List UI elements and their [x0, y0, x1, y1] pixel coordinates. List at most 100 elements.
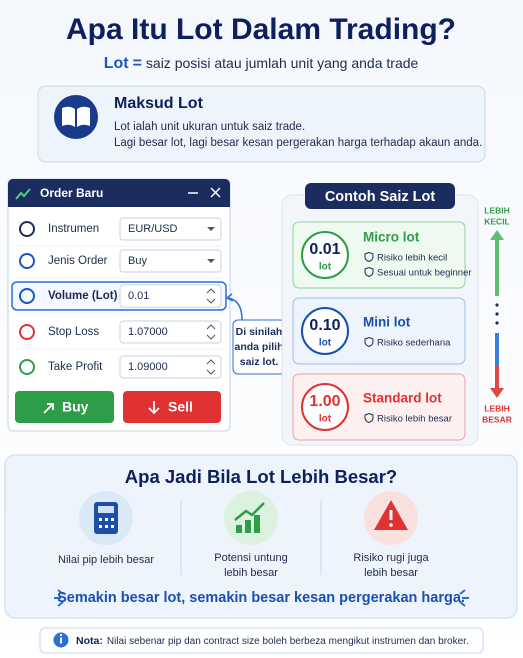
note-icon	[364, 251, 374, 263]
warning-dot	[389, 523, 393, 527]
row-icon	[19, 221, 35, 237]
term: Lot	[104, 55, 130, 72]
row-icon	[19, 253, 35, 269]
row-label: Jenis Order	[48, 255, 108, 267]
row-input[interactable]	[119, 320, 222, 344]
buy-button[interactable]	[15, 391, 114, 423]
calculator-keys	[99, 518, 114, 528]
callout-arrow	[227, 297, 243, 321]
lot-unit: lot	[319, 262, 332, 273]
book-icon	[54, 95, 98, 139]
scale-arrowhead	[490, 230, 504, 240]
close-button[interactable]	[210, 187, 221, 198]
subtitle-text: saiz posisi atau jumlah unit yang anda t…	[146, 55, 419, 71]
note-icon	[364, 336, 374, 348]
lot-value: 0.10	[309, 317, 340, 334]
lot-note: Sesuai untuk beginner	[377, 268, 472, 279]
equals: =	[133, 55, 142, 72]
dropdown-arrow	[207, 259, 215, 263]
effect-text: lebih besar	[224, 567, 278, 579]
definition-line: Lot ialah unit ukuran untuk saiz trade.	[114, 121, 305, 133]
book-shape	[62, 106, 90, 127]
row-icon	[19, 288, 35, 304]
dropdown-arrow	[207, 227, 215, 231]
scale-arrowhead	[490, 388, 504, 398]
order-title: Order Baru	[40, 186, 103, 200]
title: Apa Itu Lot Dalam Trading?	[66, 13, 456, 46]
lot-name: Mini lot	[363, 315, 411, 330]
chart-icon	[15, 188, 31, 200]
effect-text: Risiko rugi juga	[353, 552, 429, 564]
lot-value: 1.00	[309, 393, 340, 410]
row-value: 1.09000	[128, 361, 168, 373]
row-icon	[19, 359, 35, 375]
note-text: Nilai sebenar pip dan contract size bole…	[107, 636, 469, 647]
note-icon	[364, 412, 374, 424]
callout-arrowhead	[225, 293, 234, 302]
growth-arrow	[234, 502, 265, 521]
row-value: Buy	[128, 255, 147, 267]
lot-name: Micro lot	[363, 230, 420, 245]
examples-title: Contoh Saiz Lot	[325, 189, 436, 205]
row-input[interactable]	[119, 284, 222, 308]
calculator-screen	[98, 506, 114, 513]
note-label: Nota:	[76, 635, 103, 647]
spinner	[206, 359, 216, 375]
growth-bars	[236, 515, 260, 533]
conclusion-dashes	[54, 589, 469, 607]
row-value: EUR/USD	[128, 223, 178, 235]
sell-label: Sell	[168, 399, 193, 415]
row-icon	[19, 324, 35, 340]
lot-note: Risiko sederhana	[377, 338, 451, 349]
row-input[interactable]	[119, 217, 222, 241]
scale-dot	[495, 303, 499, 307]
lot-unit: lot	[319, 338, 332, 349]
definition-line: Lagi besar lot, lagi besar kesan pergera…	[114, 137, 482, 149]
row-value: 0.01	[128, 290, 149, 302]
definition-box	[37, 85, 486, 163]
row-label: Take Profit	[48, 361, 103, 373]
sell-button[interactable]	[123, 391, 221, 423]
callout-line: saiz lot.	[240, 356, 279, 368]
conclusion: Semakin besar lot, semakin besar kesan p…	[57, 590, 465, 606]
row-label: Volume (Lot)	[48, 290, 118, 302]
lot-unit: lot	[319, 414, 332, 425]
note-box	[39, 627, 484, 654]
spinner	[206, 324, 216, 340]
callout-line: anda pilih	[234, 341, 283, 353]
buy-label: Buy	[62, 399, 89, 415]
effect-text: Nilai pip lebih besar	[58, 554, 154, 566]
callout-line: Di sinilah	[236, 326, 283, 338]
scale-dot	[495, 312, 499, 316]
scale-dot	[495, 321, 499, 325]
lot-name: Standard lot	[363, 391, 442, 406]
row-input[interactable]	[119, 249, 222, 273]
growth-icon-bg	[224, 491, 278, 545]
note: Nota: Nilai sebenar pip dan contract size…	[76, 635, 469, 647]
order-header	[8, 179, 230, 207]
effect-text: lebih besar	[364, 567, 418, 579]
definition-title: Maksud Lot	[114, 95, 204, 112]
spinner	[206, 288, 216, 304]
row-value: 1.07000	[128, 326, 168, 338]
examples-title-pill	[305, 183, 455, 209]
effect-text: Potensi untung	[214, 552, 287, 564]
scale-top: LEBIH	[484, 205, 510, 215]
subtitle: Lot = saiz posisi atau jumlah unit yang an…	[104, 55, 419, 73]
row-input[interactable]	[119, 355, 222, 379]
lot-circle	[301, 231, 349, 279]
lot-circle	[301, 307, 349, 355]
lot-circle	[301, 383, 349, 431]
row-label: Instrumen	[48, 223, 99, 235]
buy-arrow	[43, 403, 54, 414]
lot-note: Risiko lebih besar	[377, 414, 452, 425]
note-icon	[364, 266, 374, 278]
lot-note: Risiko lebih kecil	[377, 253, 447, 264]
scale-bottom: BESAR	[482, 414, 512, 424]
scale-bottom: LEBIH	[484, 403, 510, 413]
row-label: Stop Loss	[48, 326, 99, 338]
lot-value: 0.01	[309, 241, 340, 258]
info-dot	[59, 633, 63, 637]
effects-title: Apa Jadi Bila Lot Lebih Besar?	[125, 466, 397, 487]
